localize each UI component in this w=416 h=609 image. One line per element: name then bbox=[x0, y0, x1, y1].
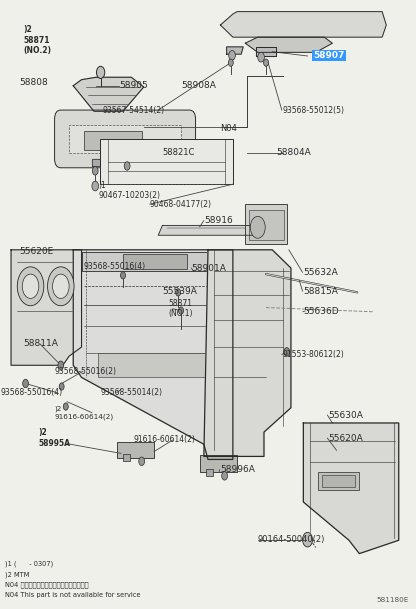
Bar bbox=[245, 204, 287, 244]
Text: 93567-54514(2): 93567-54514(2) bbox=[102, 105, 164, 114]
Text: 55620A: 55620A bbox=[328, 434, 363, 443]
Polygon shape bbox=[92, 159, 100, 166]
Circle shape bbox=[222, 471, 228, 480]
Circle shape bbox=[58, 361, 64, 370]
Circle shape bbox=[22, 379, 28, 388]
Bar bbox=[84, 132, 142, 150]
Text: )2
91616-60614(2): )2 91616-60614(2) bbox=[54, 406, 114, 420]
Bar bbox=[82, 252, 227, 271]
Text: 58804A: 58804A bbox=[276, 148, 311, 157]
Text: 58996A: 58996A bbox=[220, 465, 255, 474]
Polygon shape bbox=[303, 423, 399, 554]
Circle shape bbox=[63, 403, 68, 410]
Text: 58821C: 58821C bbox=[162, 148, 195, 157]
Bar bbox=[206, 468, 213, 476]
Text: 58808: 58808 bbox=[20, 78, 48, 87]
Text: )2
58871
(NO.2): )2 58871 (NO.2) bbox=[23, 26, 52, 55]
Text: 58901A: 58901A bbox=[191, 264, 226, 273]
Circle shape bbox=[178, 307, 183, 314]
Circle shape bbox=[52, 274, 69, 298]
Text: )2
58995A: )2 58995A bbox=[38, 429, 70, 448]
Polygon shape bbox=[220, 12, 386, 37]
Bar bbox=[123, 254, 187, 269]
Text: 93568-55016(4): 93568-55016(4) bbox=[1, 388, 63, 397]
Bar bbox=[117, 442, 154, 457]
Bar bbox=[69, 125, 181, 153]
Circle shape bbox=[22, 274, 39, 298]
Polygon shape bbox=[11, 250, 82, 365]
Circle shape bbox=[92, 181, 99, 191]
Circle shape bbox=[284, 348, 290, 356]
Text: 90468-04177(2): 90468-04177(2) bbox=[150, 200, 212, 209]
Circle shape bbox=[139, 457, 145, 465]
Text: 58815A: 58815A bbox=[303, 287, 338, 295]
Circle shape bbox=[302, 532, 312, 547]
Circle shape bbox=[59, 383, 64, 390]
Text: 93568-55016(2): 93568-55016(2) bbox=[54, 367, 116, 376]
Bar bbox=[312, 50, 346, 61]
Circle shape bbox=[229, 51, 235, 60]
Circle shape bbox=[97, 66, 105, 79]
Text: 58871
(NO.1): 58871 (NO.1) bbox=[168, 299, 193, 319]
FancyBboxPatch shape bbox=[54, 110, 196, 168]
Text: 581180E: 581180E bbox=[377, 597, 409, 604]
Text: 55632A: 55632A bbox=[303, 268, 338, 277]
Text: 91616-60614(2): 91616-60614(2) bbox=[134, 435, 195, 445]
Text: 58905: 58905 bbox=[119, 81, 148, 90]
Text: 58908A: 58908A bbox=[181, 81, 216, 90]
Text: 91553-80612(2): 91553-80612(2) bbox=[282, 350, 344, 359]
Polygon shape bbox=[73, 77, 144, 111]
Text: N04: N04 bbox=[220, 124, 237, 133]
Circle shape bbox=[176, 289, 181, 296]
Circle shape bbox=[258, 52, 265, 62]
Polygon shape bbox=[256, 48, 276, 56]
Text: )2 MTM: )2 MTM bbox=[5, 571, 29, 577]
Circle shape bbox=[250, 216, 265, 238]
Circle shape bbox=[92, 167, 98, 175]
Bar bbox=[98, 353, 218, 378]
Bar bbox=[249, 209, 284, 240]
Bar bbox=[100, 139, 233, 184]
Circle shape bbox=[121, 272, 126, 279]
Circle shape bbox=[17, 267, 44, 306]
Circle shape bbox=[228, 59, 233, 66]
Text: 58907: 58907 bbox=[313, 51, 345, 60]
Text: 55539A: 55539A bbox=[162, 287, 197, 295]
Text: 58916: 58916 bbox=[204, 216, 233, 225]
Text: )1
90467-10203(2): )1 90467-10203(2) bbox=[98, 181, 160, 200]
Text: 55620E: 55620E bbox=[20, 247, 54, 256]
Text: 55636D: 55636D bbox=[303, 308, 339, 316]
Circle shape bbox=[264, 59, 269, 66]
Text: N04 This part is not available for service: N04 This part is not available for servi… bbox=[5, 592, 140, 598]
Bar bbox=[322, 474, 355, 487]
Text: 58811A: 58811A bbox=[23, 339, 58, 348]
Text: 90164-50040(2): 90164-50040(2) bbox=[258, 535, 325, 544]
Polygon shape bbox=[204, 250, 291, 456]
Bar bbox=[318, 471, 359, 490]
Text: 93568-55016(4): 93568-55016(4) bbox=[84, 262, 146, 271]
Text: N04 この部品については補給していません: N04 この部品については補給していません bbox=[5, 582, 88, 588]
Polygon shape bbox=[73, 250, 233, 459]
Bar bbox=[123, 454, 131, 461]
Text: )1 (      - 0307): )1 ( - 0307) bbox=[5, 561, 53, 567]
Polygon shape bbox=[227, 47, 243, 54]
Polygon shape bbox=[158, 225, 258, 235]
Bar bbox=[200, 455, 237, 472]
Circle shape bbox=[124, 162, 130, 171]
Text: 93568-55012(5): 93568-55012(5) bbox=[282, 105, 344, 114]
Text: 93568-55014(2): 93568-55014(2) bbox=[100, 388, 162, 397]
Polygon shape bbox=[245, 37, 332, 52]
Circle shape bbox=[47, 267, 74, 306]
Text: 55630A: 55630A bbox=[328, 410, 363, 420]
